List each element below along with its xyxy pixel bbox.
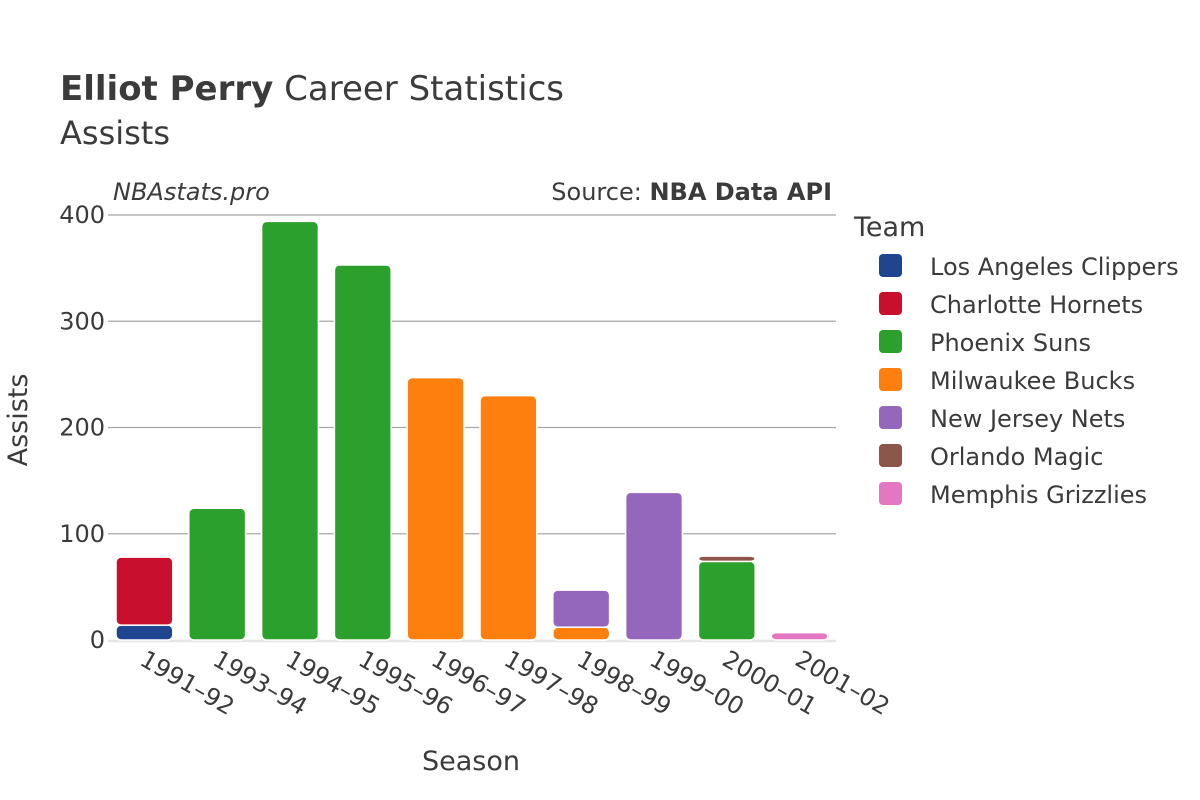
- bars: [115, 220, 829, 641]
- bar-milwaukee-bucks: [479, 394, 538, 641]
- legend-item-label: Memphis Grizzlies: [930, 481, 1147, 509]
- bar-milwaukee-bucks: [406, 376, 465, 641]
- x-axis-ticks: 1991–921993–941994–951995–961996–971997–…: [135, 645, 894, 721]
- legend-item-label: Phoenix Suns: [930, 329, 1091, 357]
- legend-title: Team: [853, 212, 925, 243]
- y-tick-label: 100: [59, 520, 105, 548]
- bar-phoenix-suns: [333, 264, 392, 641]
- bar-phoenix-suns: [188, 507, 247, 641]
- grid-lines: [108, 214, 836, 643]
- legend-item-label: Los Angeles Clippers: [930, 253, 1179, 281]
- chart-title: Elliot Perry Career Statistics: [60, 69, 564, 109]
- bar-new-jersey-nets: [624, 491, 684, 641]
- chart-title-rest: Career Statistics: [273, 69, 564, 109]
- bar-new-jersey-nets: [552, 589, 611, 628]
- legend-item-label: Charlotte Hornets: [930, 291, 1143, 319]
- bar-charlotte-hornets: [115, 556, 174, 626]
- legend-swatch: [879, 406, 902, 429]
- watermark: NBAstats.pro: [113, 178, 270, 206]
- legend-swatch: [879, 368, 902, 391]
- source-prefix: Source:: [551, 178, 649, 206]
- bar-phoenix-suns: [697, 560, 756, 641]
- y-tick-label: 0: [90, 626, 105, 654]
- y-tick-label: 200: [59, 414, 105, 442]
- y-tick-label: 300: [59, 307, 105, 335]
- legend-swatch: [879, 292, 902, 315]
- legend-swatch: [879, 330, 902, 353]
- bar-phoenix-suns: [260, 220, 320, 641]
- legend-swatch: [879, 482, 902, 505]
- legend-item-label: Milwaukee Bucks: [930, 367, 1135, 395]
- legend-item-label: New Jersey Nets: [930, 405, 1125, 433]
- legend-item-label: Orlando Magic: [930, 443, 1103, 471]
- y-tick-label: 400: [59, 201, 105, 229]
- bar-milwaukee-bucks: [552, 626, 611, 641]
- bar-los-angeles-clippers: [115, 624, 174, 641]
- y-axis-label: Assists: [3, 374, 34, 467]
- source-name: NBA Data API: [649, 178, 832, 206]
- x-axis-label: Season: [422, 746, 520, 777]
- y-axis-ticks: 0 100 200 300 400: [59, 201, 105, 654]
- chart-title-name: Elliot Perry: [60, 69, 273, 109]
- legend-swatch: [879, 444, 902, 467]
- legend-swatch: [879, 254, 902, 277]
- chart-subtitle: Assists: [60, 114, 170, 152]
- bar-memphis-grizzlies: [770, 631, 829, 641]
- legend: Team Los Angeles Clippers Charlotte Horne…: [853, 212, 1179, 509]
- source-note: Source: NBA Data API: [551, 178, 832, 206]
- bar-orlando-magic: [697, 555, 756, 563]
